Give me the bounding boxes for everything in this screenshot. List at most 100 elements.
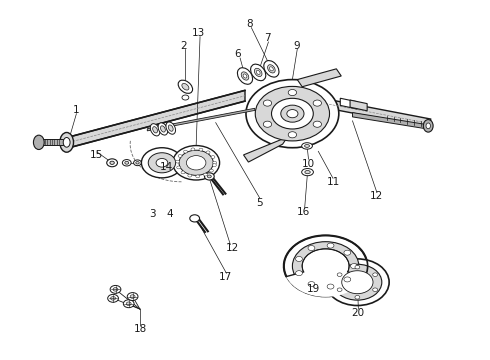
Circle shape [344,250,351,255]
Ellipse shape [302,168,314,176]
Circle shape [199,148,203,151]
Text: 1: 1 [73,105,80,115]
Text: 5: 5 [256,198,263,208]
Circle shape [184,150,188,153]
Circle shape [203,173,207,176]
Circle shape [110,285,121,293]
Ellipse shape [243,74,247,78]
Ellipse shape [241,72,249,80]
Circle shape [295,271,302,276]
Ellipse shape [158,123,168,135]
Ellipse shape [169,125,173,131]
Circle shape [337,273,342,276]
Text: 4: 4 [166,209,172,219]
Text: 12: 12 [226,243,240,253]
Ellipse shape [110,161,114,165]
Circle shape [263,100,271,106]
Circle shape [281,105,304,122]
Circle shape [156,158,168,167]
Circle shape [179,150,213,175]
Bar [40,139,67,145]
Text: 16: 16 [297,207,310,217]
Circle shape [313,121,321,127]
Polygon shape [147,108,255,131]
Circle shape [178,154,182,157]
Ellipse shape [150,124,160,136]
Circle shape [127,293,138,301]
Circle shape [108,294,119,302]
Text: 14: 14 [160,162,173,172]
Text: 7: 7 [264,33,270,43]
Text: 12: 12 [370,191,384,201]
Ellipse shape [153,127,157,133]
Text: 17: 17 [219,272,232,282]
Ellipse shape [302,143,313,149]
Circle shape [327,243,334,248]
Circle shape [246,80,339,148]
Text: 13: 13 [192,28,205,38]
Text: 18: 18 [133,324,147,334]
Ellipse shape [63,138,70,147]
Circle shape [186,156,206,170]
Circle shape [355,296,360,299]
Circle shape [126,302,131,306]
Polygon shape [352,113,426,129]
Circle shape [176,160,180,163]
Circle shape [355,265,360,269]
Ellipse shape [182,84,189,90]
Polygon shape [69,90,245,148]
Ellipse shape [305,171,310,174]
Circle shape [326,259,389,306]
Circle shape [177,166,181,169]
Ellipse shape [125,161,129,164]
Polygon shape [318,98,431,128]
Circle shape [204,173,214,180]
Circle shape [209,169,213,172]
Text: 20: 20 [351,308,364,318]
Polygon shape [340,98,357,109]
Ellipse shape [238,68,252,84]
Ellipse shape [161,126,165,132]
Text: 10: 10 [302,159,315,169]
Circle shape [295,256,302,261]
Circle shape [142,148,182,178]
Circle shape [344,277,351,282]
Circle shape [293,242,359,291]
Ellipse shape [33,135,44,149]
Ellipse shape [166,122,175,134]
Polygon shape [297,69,341,87]
Circle shape [113,288,118,291]
Circle shape [308,282,315,287]
Text: 6: 6 [234,49,241,59]
Text: 9: 9 [293,41,299,50]
Text: 3: 3 [149,209,155,219]
Circle shape [284,235,367,297]
Ellipse shape [254,68,262,77]
Ellipse shape [268,65,275,73]
Circle shape [327,284,334,289]
Circle shape [288,132,296,138]
Circle shape [337,288,342,292]
Circle shape [373,288,378,292]
Circle shape [207,175,211,178]
Circle shape [350,264,357,269]
Circle shape [190,215,199,222]
Wedge shape [286,266,365,297]
Ellipse shape [423,120,433,132]
Circle shape [206,151,210,154]
Circle shape [288,90,296,96]
Text: 15: 15 [89,150,102,160]
Ellipse shape [107,159,118,167]
Circle shape [213,164,217,167]
Ellipse shape [122,159,131,166]
Polygon shape [244,137,288,162]
Ellipse shape [264,60,279,77]
Circle shape [313,100,321,106]
Ellipse shape [178,80,193,93]
Circle shape [196,175,200,178]
Circle shape [172,145,220,180]
Circle shape [333,264,382,300]
Circle shape [255,86,330,141]
Ellipse shape [426,123,430,129]
Circle shape [111,297,116,300]
